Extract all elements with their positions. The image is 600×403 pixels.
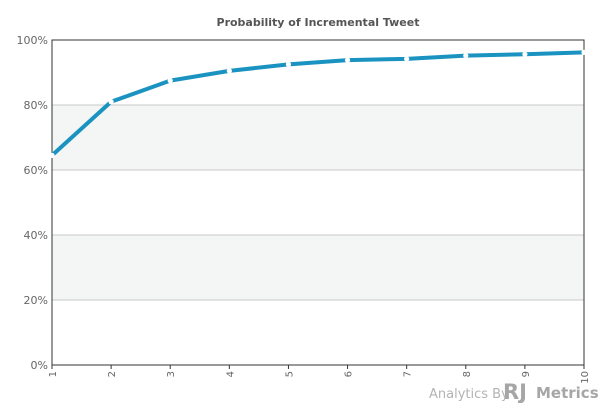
x-tick-label: 1 <box>48 371 59 377</box>
data-point <box>285 61 292 67</box>
y-tick-label: 60% <box>24 164 48 177</box>
data-point <box>344 57 351 63</box>
plot-band <box>52 235 584 300</box>
x-axis: 1 2 3 4 5 6 7 8 9 10 <box>48 365 591 384</box>
brand-prefix: Analytics By <box>429 387 509 402</box>
branding: Analytics By RJ Metrics <box>429 380 599 403</box>
x-tick-label: 9 <box>521 371 532 377</box>
x-tick-label: 4 <box>225 371 236 377</box>
x-tick-label: 2 <box>107 371 118 377</box>
data-point <box>404 56 410 62</box>
brand-logo-name: Metrics <box>536 384 599 402</box>
x-tick-label: 8 <box>462 371 473 377</box>
gridlines <box>52 104 584 301</box>
y-axis: 0% 20% 40% 60% 80% 100% <box>17 34 48 372</box>
x-tick-label: 5 <box>284 371 295 377</box>
data-point <box>581 49 587 55</box>
data-point <box>522 51 528 57</box>
x-tick-label: 7 <box>403 371 414 377</box>
data-point <box>49 152 55 158</box>
y-tick-label: 40% <box>24 229 48 242</box>
data-point <box>108 99 114 105</box>
x-tick-label: 3 <box>166 371 177 377</box>
chart-title: Probability of Incremental Tweet <box>217 16 420 29</box>
plot-band <box>52 105 584 170</box>
plot-area <box>51 39 585 366</box>
x-tick-label: 6 <box>344 371 355 377</box>
brand-logo-mark: RJ <box>503 380 527 403</box>
y-tick-label: 80% <box>24 99 48 112</box>
x-tick-label: 10 <box>580 371 591 384</box>
series <box>49 49 587 158</box>
data-point <box>463 53 469 59</box>
y-tick-label: 100% <box>17 34 48 47</box>
data-point <box>226 68 232 74</box>
series-line <box>50 50 586 158</box>
y-tick-label: 0% <box>31 359 48 372</box>
y-tick-label: 20% <box>24 294 48 307</box>
plot-bands <box>52 105 584 300</box>
data-point <box>167 78 173 84</box>
